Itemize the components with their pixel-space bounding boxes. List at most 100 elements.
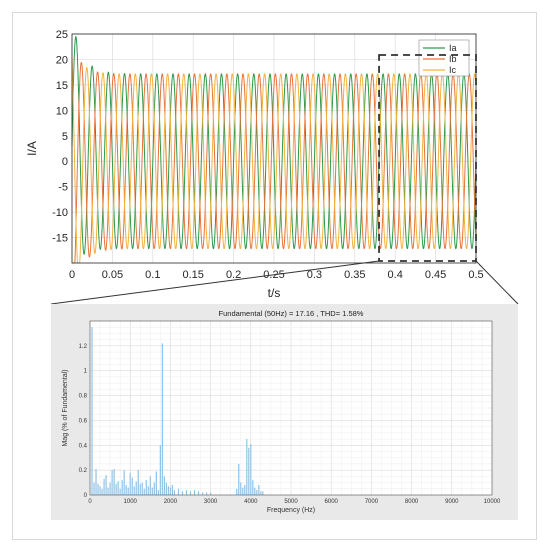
- spectrum-bar: [197, 491, 200, 495]
- spectrum-x-tick-label: 2000: [164, 499, 178, 505]
- spectrum-plot-border: [89, 320, 493, 496]
- spectrum-bar: [159, 445, 161, 495]
- spectrum-bar: [177, 488, 180, 495]
- spectrum-bar: [95, 468, 97, 495]
- x-tick-label: 0.1: [145, 269, 160, 281]
- spectrum-x-tick-label: 10000: [484, 499, 501, 505]
- spectrum-bar: [99, 486, 101, 495]
- series-lines: [71, 36, 477, 264]
- x-tick-label: 0.2: [226, 269, 241, 281]
- spectrum-bar: [101, 488, 103, 495]
- spectrum-y-tick-label: 0.8: [79, 394, 88, 400]
- spectrum-bar: [250, 444, 252, 495]
- spectrum-bar: [258, 485, 260, 495]
- legend-label: Ib: [449, 54, 457, 64]
- x-tick-label: 0.5: [468, 269, 483, 281]
- spectrum-bar: [117, 481, 119, 495]
- y-tick-label: -5: [58, 182, 68, 194]
- spectrum-bar: [185, 490, 188, 495]
- spectrum-bar: [133, 486, 135, 495]
- spectrum-bar: [165, 482, 167, 495]
- spectrum-bar: [109, 482, 111, 495]
- spectrum-grid: [89, 320, 493, 496]
- legend-label: Ia: [449, 43, 457, 53]
- series-line-ib: [72, 61, 477, 264]
- spectrum-bar: [121, 480, 123, 495]
- spectrum-bar: [256, 490, 258, 495]
- spectrum-bar: [254, 487, 256, 495]
- spectrum-y-tick-label: 0: [84, 493, 88, 499]
- spectrum-x-tick-label: 6000: [325, 499, 339, 505]
- x-tick-label: 0.35: [344, 269, 365, 281]
- y-tick-label: 0: [62, 156, 68, 168]
- spectrum-bar: [139, 483, 141, 495]
- spectrum-bar: [105, 475, 107, 495]
- spectrum-bar: [189, 491, 192, 495]
- spectrum-y-tick-label: 0.2: [79, 468, 88, 474]
- spectrum-x-axis-label: Frequency (Hz): [267, 507, 315, 514]
- spectrum-bar: [131, 477, 133, 495]
- spectrum-y-tick-label: 0.6: [79, 418, 88, 424]
- spectrum-x-tick-labels: 0 1000 2000 3000 4000 5000 6000 7000 8000 9000 100…: [88, 499, 501, 505]
- spectrum-bar: [129, 472, 131, 495]
- x-tick-label: 0.3: [307, 269, 322, 281]
- spectrum-bar: [260, 491, 262, 495]
- series-line-ic: [71, 59, 477, 264]
- spectrum-bar: [205, 492, 208, 495]
- spectrum-bar: [103, 478, 105, 495]
- spectrum-bar: [155, 471, 157, 495]
- spectrum-bar: [201, 492, 204, 495]
- spectrum-bar: [171, 485, 174, 495]
- spectrum-x-tick-label: 7000: [365, 499, 379, 505]
- spectrum-x-tick-label: 5000: [284, 499, 298, 505]
- spectrum-bar: [137, 470, 139, 495]
- y-tick-label: -15: [52, 233, 68, 245]
- series-line-ia: [71, 36, 477, 255]
- spectrum-bar: [157, 490, 159, 495]
- y-tick-label: 20: [56, 54, 68, 66]
- spectrum-bar: [181, 491, 184, 495]
- spectrum-bar: [123, 470, 125, 495]
- spectrum-title: Fundamental (50Hz) = 17.16 , THD= 1.58%: [219, 309, 364, 318]
- y-tick-labels: -15 -10 -5 0 5 10 15 20 25: [52, 29, 68, 245]
- spectrum-bar: [236, 488, 238, 495]
- spectrum-y-tick-label: 1: [84, 369, 88, 375]
- x-tick-labels: 00.050.10.150.20.250.30.350.40.450.5: [69, 269, 484, 281]
- spectrum-bar: [153, 482, 155, 495]
- y-tick-label: 15: [56, 80, 68, 92]
- spectrum-bar: [244, 485, 246, 495]
- zoom-box: [378, 54, 477, 262]
- spectrum-bar: [262, 491, 264, 495]
- zoom-connector-right: [475, 260, 519, 305]
- spectrum-x-tick-label: 1000: [124, 499, 138, 505]
- spectrum-bar: [193, 490, 196, 495]
- spectrum-bar: [119, 488, 121, 495]
- y-tick-label: 25: [56, 29, 68, 41]
- spectrum-bar: [151, 487, 153, 495]
- spectrum-bar: [113, 468, 115, 495]
- legend-label: Ic: [449, 65, 457, 75]
- spectrum-bar: [252, 480, 254, 495]
- spectrum-bar: [240, 482, 242, 495]
- spectrum-bar: [161, 343, 163, 495]
- x-tick-label: 0.45: [425, 269, 446, 281]
- spectrum-bar: [143, 488, 145, 495]
- y-tick-label: 5: [62, 131, 68, 143]
- spectrum-x-tick-label: 9000: [445, 499, 459, 505]
- spectrum-bar: [147, 486, 149, 495]
- y-tick-label: 10: [56, 105, 68, 117]
- spectrum-bar: [163, 476, 165, 495]
- x-tick-label: 0.05: [102, 269, 123, 281]
- spectrum-bar: [238, 463, 240, 495]
- spectrum-bar: [111, 470, 113, 495]
- x-tick-label: 0: [69, 269, 75, 281]
- x-axis-label: t/s: [268, 286, 281, 300]
- spectrum-bar: [167, 486, 169, 495]
- spectrum-y-tick-label: 1.2: [79, 344, 88, 350]
- spectrum-bar: [149, 476, 151, 495]
- zoom-connector-left: [50, 260, 380, 305]
- spectrum-bar: [127, 487, 129, 495]
- spectrum-bar: [93, 482, 95, 495]
